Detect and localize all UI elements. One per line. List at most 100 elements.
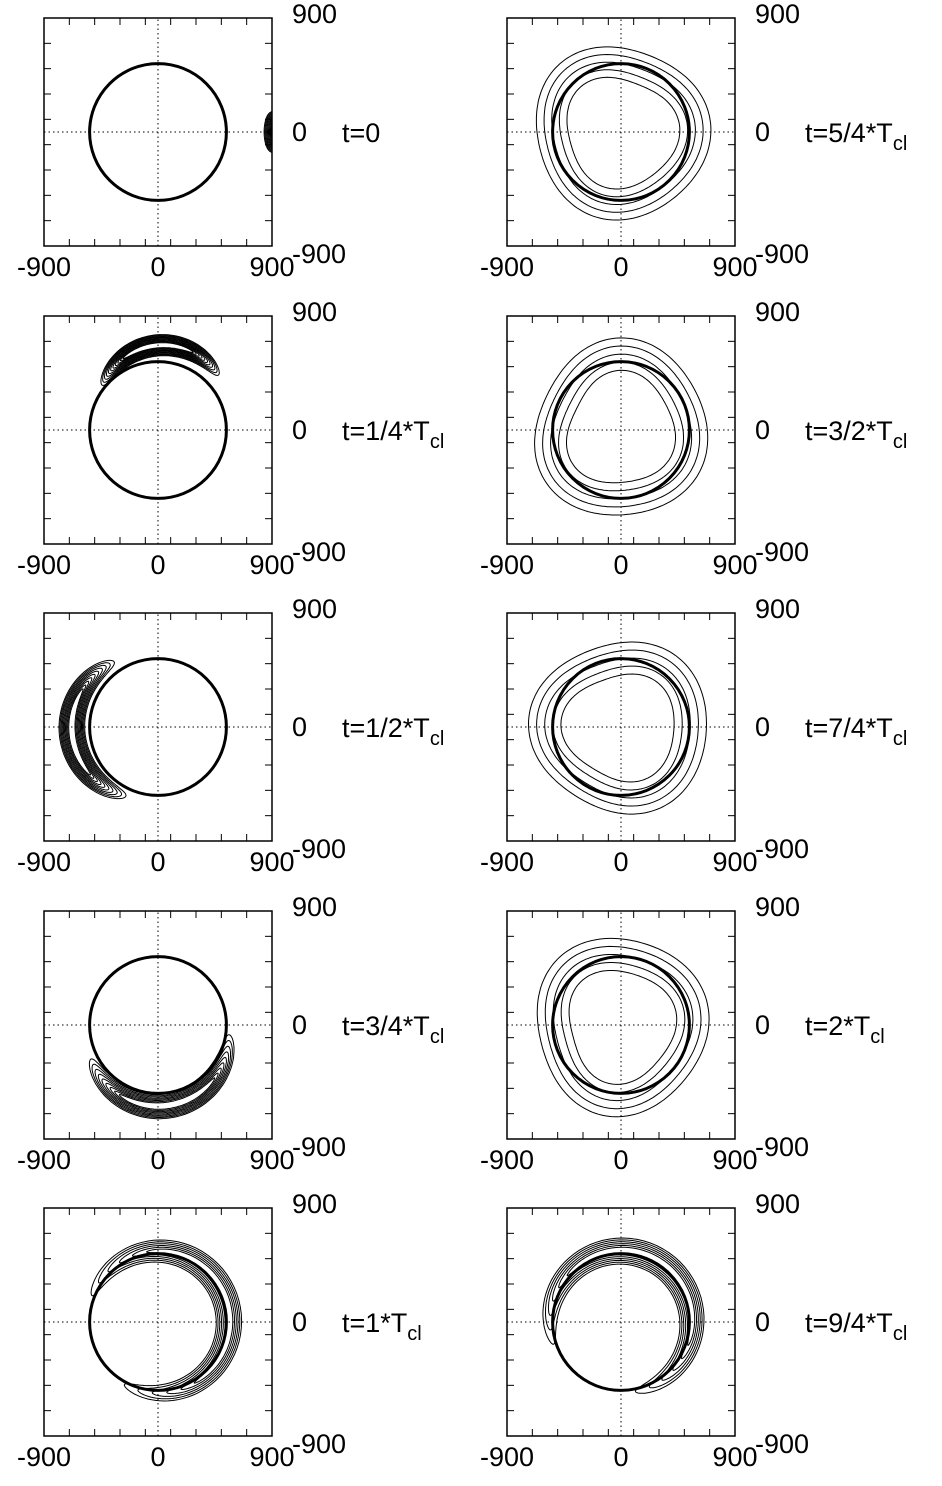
- panel-4: -900 0 900 900 0 -900 t=1/2*Tcl: [17, 594, 444, 877]
- y-tick-label: 0: [292, 712, 307, 742]
- contour-line: [105, 1062, 225, 1114]
- y-tick-label: 900: [292, 297, 337, 327]
- panel-8: -900 0 900 900 0 -900 t=1*Tcl: [17, 1189, 422, 1472]
- reference-circle: [88, 955, 228, 1095]
- x-tick-label: -900: [480, 550, 534, 580]
- y-tick-label: 0: [292, 117, 307, 147]
- contour-line: [568, 970, 678, 1085]
- contour-line: [107, 1243, 239, 1397]
- time-label-main: t=7/4*T: [805, 713, 893, 743]
- y-tick-label: -900: [292, 1429, 346, 1459]
- x-tick-label: 0: [150, 1442, 165, 1472]
- plot-area: [507, 18, 735, 246]
- contour-line: [114, 1072, 219, 1111]
- contour-line: [67, 684, 95, 779]
- contour-line: [547, 1241, 701, 1381]
- panel-6: -900 0 900 900 0 -900 t=3/4*Tcl: [17, 892, 444, 1175]
- contour-line: [270, 119, 272, 145]
- panel-2: -900 0 900 900 0 -900 t=1/4*Tcl: [17, 297, 444, 580]
- panel-time-label: t=1/2*Tcl: [342, 713, 444, 750]
- plot-area: [507, 613, 735, 841]
- contour-line: [558, 361, 684, 492]
- y-tick-label: 0: [292, 415, 307, 445]
- contour-line: [104, 335, 216, 380]
- plot-frame: [506, 1207, 736, 1437]
- contour-line: [534, 337, 709, 516]
- time-label-main: t=0: [342, 118, 380, 148]
- x-tick-label: -900: [480, 1442, 534, 1472]
- plot-frame: [506, 910, 736, 1140]
- contour-line: [551, 1243, 699, 1371]
- contour-line: [100, 334, 220, 386]
- y-tick-label: 900: [755, 1189, 800, 1219]
- reference-circle: [551, 62, 691, 202]
- y-tick-label: 0: [755, 1010, 770, 1040]
- time-label-main: t=3/2*T: [805, 416, 893, 446]
- x-tick-label: 0: [613, 1442, 628, 1472]
- x-tick-label: 0: [613, 252, 628, 282]
- contour-line: [94, 1045, 231, 1117]
- plot-frame: [43, 17, 273, 247]
- contour-line: [544, 945, 702, 1110]
- reference-circle: [551, 360, 691, 500]
- contour-line: [90, 1239, 243, 1402]
- reference-circle: [88, 360, 228, 500]
- x-tick-label: 900: [712, 1145, 757, 1175]
- y-tick-label: 900: [755, 0, 800, 29]
- reference-circle: [551, 657, 691, 797]
- x-tick-label: 0: [613, 847, 628, 877]
- y-tick-label: -900: [292, 1132, 346, 1162]
- contour-line: [59, 662, 122, 798]
- contour-line: [109, 1067, 222, 1113]
- y-tick-label: -900: [292, 537, 346, 567]
- y-tick-label: 900: [755, 594, 800, 624]
- contour-line: [545, 1239, 703, 1389]
- contour-line: [543, 53, 704, 213]
- plot-frame: [43, 910, 273, 1140]
- contour-line: [110, 338, 208, 372]
- y-tick-label: -900: [292, 834, 346, 864]
- panel-time-label: t=2*Tcl: [805, 1011, 885, 1048]
- panel-time-label: t=0: [342, 118, 380, 148]
- y-tick-label: 900: [292, 594, 337, 624]
- contour-line: [558, 1244, 697, 1360]
- x-tick-label: 0: [150, 1145, 165, 1175]
- plot-area: [44, 1208, 272, 1436]
- panel-time-label: t=9/4*Tcl: [805, 1308, 907, 1345]
- y-tick-label: 0: [755, 117, 770, 147]
- reference-circle: [88, 657, 228, 797]
- contour-line: [544, 657, 691, 799]
- contour-line: [542, 1237, 705, 1394]
- contour-line: [560, 673, 675, 783]
- x-tick-label: -900: [17, 847, 71, 877]
- x-tick-label: 900: [712, 252, 757, 282]
- y-tick-label: 900: [755, 892, 800, 922]
- time-label-subscript: cl: [430, 1026, 444, 1048]
- contour-line: [118, 1077, 216, 1110]
- panel-0: -900 0 900 900 0 -900 t=0: [17, 0, 380, 282]
- contour-line: [273, 121, 279, 143]
- x-tick-label: -900: [17, 550, 71, 580]
- plot-area: [44, 613, 272, 841]
- y-tick-label: -900: [755, 239, 809, 269]
- x-tick-label: -900: [480, 1145, 534, 1175]
- contour-line: [112, 338, 206, 369]
- y-tick-label: 0: [755, 1307, 770, 1337]
- plot-area: [44, 18, 279, 246]
- contour-line: [146, 1248, 234, 1384]
- time-label-main: t=5/4*T: [805, 118, 893, 148]
- time-label-subscript: cl: [430, 431, 444, 453]
- contour-line: [117, 340, 200, 364]
- contour-line: [118, 1245, 237, 1395]
- contour-line: [102, 334, 218, 383]
- contour-line: [566, 1246, 696, 1346]
- panel-time-label: t=3/2*Tcl: [805, 416, 907, 453]
- plot-area: [507, 1208, 735, 1436]
- panel-1: -900 0 900 900 0 -900 t=5/4*Tcl: [480, 0, 907, 282]
- contour-line: [62, 670, 110, 791]
- contour-line: [267, 115, 272, 149]
- contour-line: [65, 677, 102, 786]
- contour-line: [536, 937, 710, 1118]
- x-tick-label: -900: [480, 252, 534, 282]
- contour-line: [122, 342, 194, 360]
